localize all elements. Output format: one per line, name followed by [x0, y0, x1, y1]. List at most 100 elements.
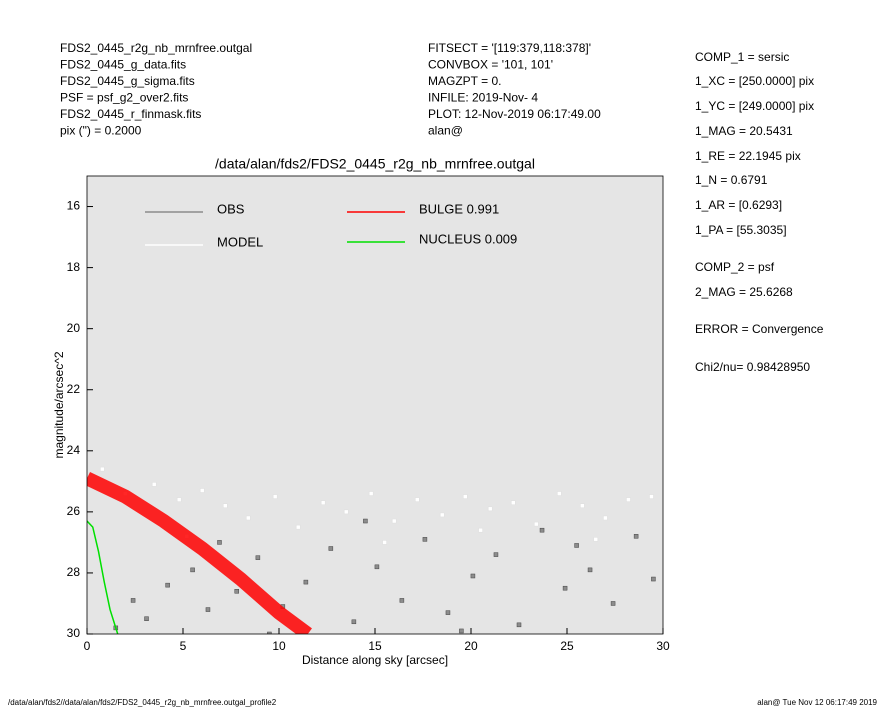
- data-point: [445, 610, 451, 615]
- data-point: [295, 524, 301, 530]
- side-line: 1_YC = [249.0000] pix: [695, 99, 814, 113]
- data-point: [534, 521, 539, 527]
- x-tick-label: 0: [84, 639, 91, 653]
- x-tick-label: 15: [368, 639, 382, 653]
- data-point: [391, 518, 397, 524]
- header-line: PLOT: 12-Nov-2019 06:17:49.00: [428, 107, 601, 121]
- y-tick-label: 30: [67, 626, 81, 640]
- data-point: [516, 622, 522, 628]
- data-point: [462, 494, 468, 499]
- header-line: CONVBOX = '101, 101': [428, 58, 553, 72]
- footer-right: alan@ Tue Nov 12 06:17:49 2019: [757, 698, 877, 707]
- data-point: [328, 546, 334, 551]
- data-point: [470, 573, 476, 579]
- y-tick-label: 20: [67, 321, 81, 335]
- data-point: [320, 500, 326, 505]
- y-tick-label: 22: [67, 382, 81, 396]
- data-point: [510, 500, 516, 505]
- data-point: [587, 567, 593, 573]
- data-point: [633, 534, 639, 539]
- data-point: [487, 506, 493, 512]
- data-point: [144, 616, 149, 621]
- header-line: FITSECT = '[119:379,118:378]': [428, 41, 591, 55]
- data-point: [539, 527, 545, 533]
- side-line: 1_MAG = 20.5431: [695, 124, 793, 138]
- side-line: 1_RE = 22.1945 pix: [695, 149, 801, 163]
- data-point: [382, 540, 387, 545]
- header-line: PSF = psf_g2_over2.fits: [60, 91, 188, 105]
- side-line: 1_N = 0.6791: [695, 173, 768, 187]
- data-point: [205, 607, 211, 612]
- legend-label: NUCLEUS 0.009: [419, 231, 517, 246]
- data-point: [190, 567, 195, 573]
- data-point: [165, 582, 170, 588]
- data-point: [130, 598, 136, 603]
- x-tick-label: 10: [272, 639, 286, 653]
- y-tick-label: 18: [67, 260, 81, 274]
- data-point: [493, 552, 499, 557]
- x-tick-label: 20: [464, 639, 478, 653]
- data-point: [100, 466, 105, 472]
- data-point: [414, 497, 420, 502]
- data-point: [343, 509, 349, 515]
- legend-label: BULGE 0.991: [419, 201, 499, 216]
- data-point: [368, 491, 374, 496]
- data-point: [439, 512, 445, 518]
- y-tick-label: 26: [67, 504, 81, 518]
- data-point: [459, 628, 464, 634]
- data-point: [267, 631, 272, 634]
- data-point: [593, 537, 599, 542]
- data-point: [374, 564, 380, 570]
- plot-area: [87, 176, 663, 634]
- data-line: [87, 471, 312, 634]
- data-point: [222, 503, 228, 509]
- data-point: [603, 515, 608, 521]
- data-point: [151, 482, 157, 487]
- chart-title: /data/alan/fds2/FDS2_0445_r2g_nb_mrnfree…: [215, 156, 535, 172]
- data-point: [626, 497, 631, 502]
- side-line: 1_AR = [0.6293]: [695, 198, 782, 212]
- data-point: [176, 497, 182, 502]
- data-point: [649, 494, 654, 499]
- data-point: [272, 494, 278, 499]
- header-line: INFILE: 2019-Nov- 4: [428, 91, 538, 105]
- data-point: [217, 540, 222, 545]
- side-line: 1_XC = [250.0000] pix: [695, 74, 814, 88]
- data-point: [399, 598, 405, 603]
- y-axis-label: magnitude/arcsec^2: [52, 351, 66, 458]
- y-tick-label: 28: [67, 565, 81, 579]
- side-line: 2_MAG = 25.6268: [695, 285, 793, 299]
- data-point: [610, 601, 616, 606]
- data-point: [651, 576, 656, 582]
- header-line: FDS2_0445_r_finmask.fits: [60, 107, 201, 121]
- x-tick-label: 30: [656, 639, 670, 653]
- data-layer: [87, 466, 656, 634]
- footer-left: /data/alan/fds2//data/alan/fds2/FDS2_044…: [8, 698, 277, 707]
- x-axis-label: Distance along sky [arcsec]: [302, 653, 448, 667]
- legend-label: OBS: [217, 201, 245, 216]
- header-line: MAGZPT = 0.: [428, 74, 501, 88]
- data-point: [199, 488, 205, 493]
- side-line: ERROR = Convergence: [695, 322, 824, 336]
- side-line: COMP_1 = sersic: [695, 50, 789, 64]
- side-line: 1_PA = [55.3035]: [695, 223, 787, 237]
- y-tick-label: 16: [67, 199, 81, 213]
- header-line: FDS2_0445_g_sigma.fits: [60, 74, 195, 88]
- side-line: Chi2/nu= 0.98428950: [695, 360, 810, 374]
- legend-label: MODEL: [217, 234, 263, 249]
- data-point: [580, 503, 585, 509]
- header-line: FDS2_0445_r2g_nb_mrnfree.outgal: [60, 41, 252, 55]
- data-point: [351, 619, 357, 625]
- data-point: [303, 579, 309, 585]
- x-tick-label: 25: [560, 639, 574, 653]
- data-point: [363, 518, 368, 524]
- side-line: COMP_2 = psf: [695, 260, 775, 274]
- y-tick-label: 24: [67, 443, 81, 457]
- header-line: alan@: [428, 124, 463, 138]
- data-line: [87, 520, 119, 634]
- data-point: [562, 585, 568, 591]
- data-point: [574, 543, 579, 548]
- header-line: FDS2_0445_g_data.fits: [60, 58, 186, 72]
- header-line: pix (") = 0.2000: [60, 124, 142, 138]
